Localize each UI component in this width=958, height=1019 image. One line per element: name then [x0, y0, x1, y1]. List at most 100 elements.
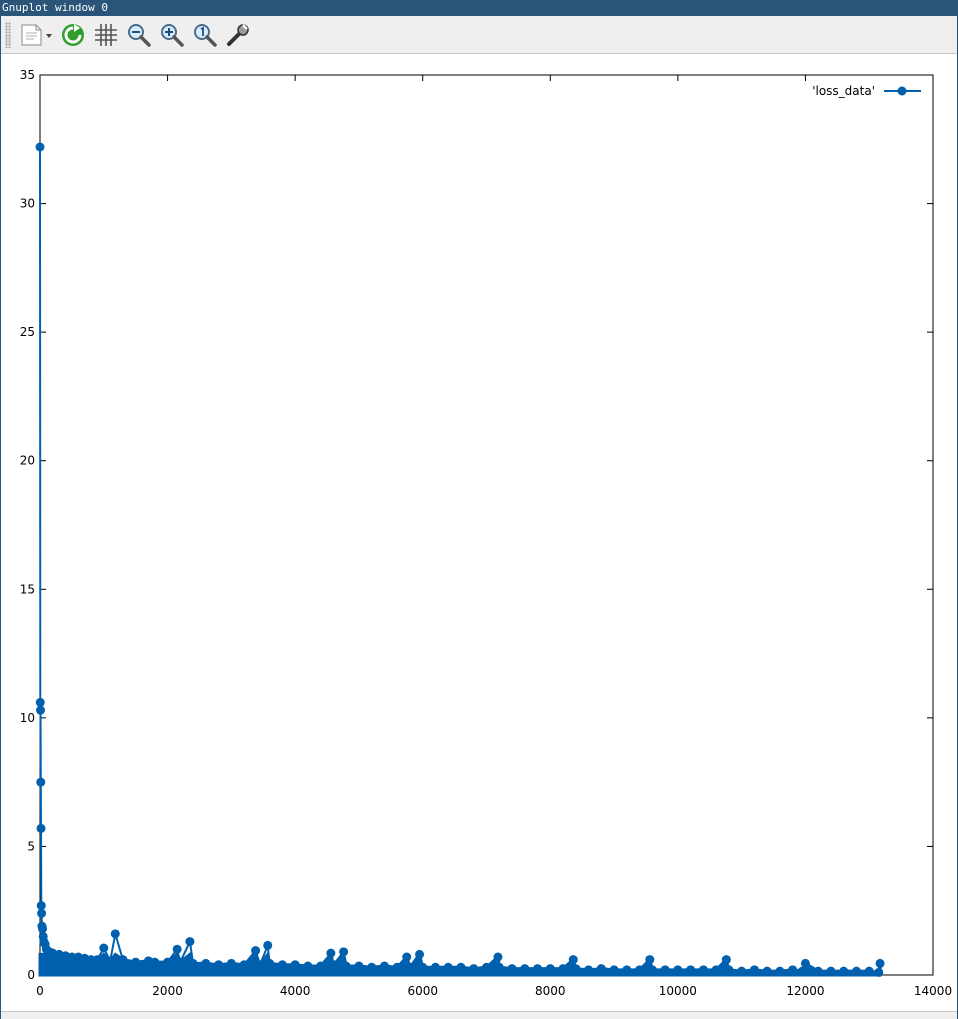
series-point [150, 957, 160, 967]
series-point [265, 958, 275, 968]
y-tick-label: 10 [20, 711, 35, 725]
replot-icon [60, 22, 86, 48]
series-point [37, 908, 47, 918]
series-point [864, 966, 874, 976]
series-point [226, 958, 236, 968]
x-tick-label: 10000 [659, 984, 697, 998]
series-point [800, 958, 810, 968]
series-point [163, 957, 173, 967]
toolbar [1, 16, 957, 54]
series-point [290, 960, 300, 970]
series-point [749, 965, 759, 975]
series-point [469, 964, 479, 974]
series-point [568, 955, 578, 965]
series-point [493, 952, 503, 962]
series-point [775, 966, 785, 976]
x-tick-label: 14000 [914, 984, 952, 998]
series-point [851, 966, 861, 976]
series-point [175, 957, 185, 967]
series-point [839, 966, 849, 976]
series-point [339, 947, 349, 957]
series-point [35, 697, 45, 707]
zoom-reset-button[interactable] [190, 20, 220, 50]
series-point [622, 965, 632, 975]
series-point [405, 962, 415, 972]
series-point [326, 948, 336, 958]
series-point [201, 958, 211, 968]
y-tick-label: 15 [20, 582, 35, 596]
series-point [660, 965, 670, 975]
series-point [36, 777, 46, 787]
series-point [185, 937, 195, 947]
series-line [39, 146, 882, 974]
series-point [609, 965, 619, 975]
settings-wrench-icon [225, 22, 251, 48]
series-point [826, 966, 836, 976]
zoom-out-icon [126, 22, 152, 48]
x-tick-label: 6000 [407, 984, 438, 998]
series-point [698, 965, 708, 975]
x-tick-label: 4000 [280, 984, 311, 998]
series-point [647, 965, 657, 975]
series-point [263, 940, 273, 950]
series-point [415, 949, 425, 959]
series-point [797, 966, 807, 976]
series-point [482, 962, 491, 972]
window-title: Gnuplot window 0 [0, 0, 958, 16]
export-menu-button[interactable] [17, 20, 55, 50]
series-point [36, 823, 46, 833]
series-point [686, 965, 696, 975]
series-point [328, 960, 338, 970]
series-point [379, 961, 389, 971]
grid-button[interactable] [91, 20, 121, 50]
series-point [558, 964, 568, 974]
series-point [443, 962, 453, 972]
series-point [673, 965, 683, 975]
export-menu-icon [18, 22, 54, 48]
zoom-reset-icon [192, 22, 218, 48]
series-point [36, 705, 46, 715]
series-point [118, 955, 128, 965]
series-point [402, 952, 412, 962]
series-point [635, 965, 645, 975]
series-point [724, 965, 734, 975]
settings-button[interactable] [223, 20, 253, 50]
series-point [341, 961, 351, 971]
y-tick-label: 35 [20, 68, 35, 82]
replot-button[interactable] [58, 20, 88, 50]
series-point [316, 961, 326, 971]
zoom-in-button[interactable] [157, 20, 187, 50]
x-tick-label: 2000 [152, 984, 183, 998]
series-point [251, 946, 261, 956]
series-point [188, 958, 198, 968]
legend-marker [897, 86, 907, 96]
plot-canvas[interactable]: 0 2000 4000 6000 8000 10000 12000 14000 0 5 10 15 20… [1, 55, 957, 1011]
series-point [36, 901, 46, 911]
series-point [354, 961, 364, 971]
series-point [571, 964, 581, 974]
grid-icon [93, 22, 119, 48]
toolbar-grip[interactable] [5, 21, 11, 48]
y-tick-label: 30 [20, 197, 35, 211]
series-point [494, 962, 504, 972]
series-point [813, 966, 823, 976]
series-point [418, 962, 428, 972]
series-point [545, 964, 555, 974]
series-point [86, 955, 96, 965]
series-point [35, 142, 45, 152]
series-point [92, 955, 102, 965]
series-point [214, 960, 224, 970]
series-point [110, 929, 120, 939]
y-tick-label: 5 [27, 839, 35, 853]
series-point [239, 960, 249, 970]
series-point [105, 956, 115, 966]
y-tick-label: 25 [20, 325, 35, 339]
series-point [711, 965, 721, 975]
series-point [392, 962, 402, 972]
zoom-out-button[interactable] [124, 20, 154, 50]
series-point [788, 965, 798, 975]
series-point [584, 965, 594, 975]
series-point [520, 964, 530, 974]
x-tick-label: 0 [36, 984, 44, 998]
plot-area[interactable]: 0 2000 4000 6000 8000 10000 12000 14000 0 5 10 15 20… [1, 55, 957, 1011]
